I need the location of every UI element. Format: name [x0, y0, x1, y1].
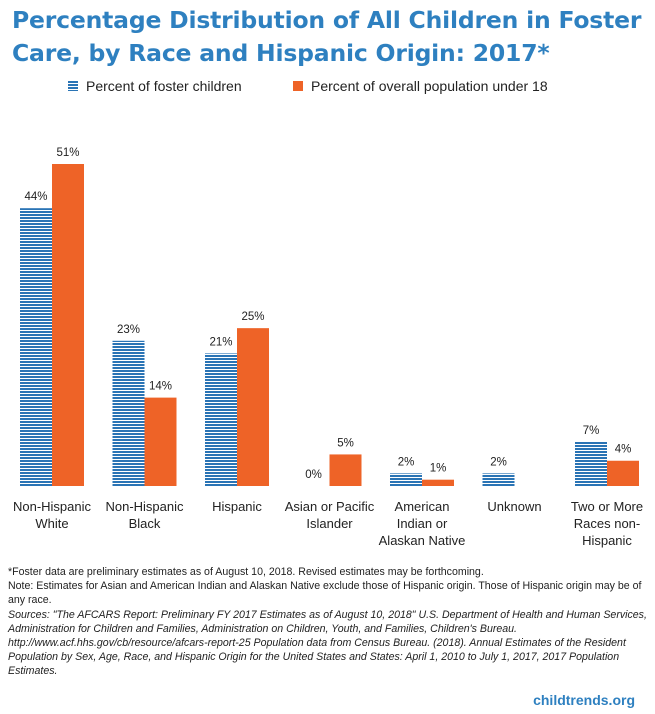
bar-population-1	[144, 397, 177, 486]
category-label-line: Islander	[306, 516, 353, 531]
legend-item-foster: Percent of foster children	[68, 78, 242, 94]
legend-swatch-foster	[68, 81, 78, 91]
category-label-line: Indian or	[396, 516, 448, 531]
category-label-line: Non-Hispanic	[105, 499, 184, 514]
bar-population-2	[237, 328, 269, 486]
footnote-note: Note: Estimates for Asian and American I…	[8, 580, 642, 606]
category-label-line: Unknown	[487, 499, 542, 514]
data-label-population-1: 14%	[149, 381, 172, 393]
data-label-population-6: 4%	[615, 444, 632, 456]
bar-population-4	[422, 479, 454, 486]
category-label-line: American	[394, 499, 450, 514]
category-label-line: Asian or Pacific	[284, 499, 375, 514]
bar-population-6	[607, 460, 639, 486]
bar-foster-0	[20, 208, 52, 486]
data-label-foster-1: 23%	[117, 324, 140, 336]
footnote-sources: Sources: "The AFCARS Report: Preliminary…	[8, 609, 647, 677]
bar-foster-2	[205, 353, 237, 486]
data-label-population-3: 5%	[337, 437, 354, 449]
data-label-population-0: 51%	[56, 147, 79, 159]
bar-foster-5	[482, 473, 515, 486]
category-label-0: Non-Hispanic White	[0, 498, 107, 532]
category-label-5: Unknown	[460, 498, 570, 515]
data-label-foster-3: 0%	[305, 469, 322, 481]
category-label-line: Two or More	[570, 499, 644, 514]
category-label-3: Asian or Pacific Islander	[275, 498, 385, 532]
category-label-1: Non-Hispanic Black	[90, 498, 200, 532]
legend-label-foster: Percent of foster children	[86, 78, 242, 94]
bars-group: 44% 51% 23% 14% 21% 25% 0% 5% 2% 1% 2% 7% 4%	[20, 147, 639, 486]
data-label-foster-6: 7%	[583, 425, 600, 437]
category-label-line: Non-Hispanic	[12, 499, 92, 514]
legend-item-population: Percent of overall population under 18	[293, 78, 548, 94]
legend-label-population: Percent of overall population under 18	[311, 78, 548, 94]
bar-foster-4	[390, 473, 422, 486]
data-label-foster-2: 21%	[209, 336, 232, 348]
bar-foster-6	[575, 441, 607, 486]
data-label-foster-5: 2%	[490, 456, 507, 468]
data-label-population-4: 1%	[430, 463, 447, 475]
category-label-2: Hispanic	[182, 498, 292, 515]
bar-foster-1	[112, 340, 145, 486]
category-label-line: Races non-	[573, 516, 641, 531]
category-label-line: Black	[128, 516, 161, 531]
brand-link[interactable]: childtrends.org	[533, 692, 635, 708]
footnotes: *Foster data are preliminary estimates a…	[8, 565, 653, 678]
bar-population-0	[52, 164, 84, 486]
legend-swatch-population	[293, 81, 303, 91]
chart-title: Percentage Distribution of All Children …	[12, 6, 642, 67]
data-label-population-2: 25%	[241, 311, 264, 323]
data-label-foster-0: 44%	[24, 191, 47, 203]
data-label-foster-4: 2%	[398, 456, 415, 468]
category-label-line: Hispanic	[582, 533, 632, 548]
legend: Percent of foster children Percent of ov…	[0, 78, 655, 98]
category-label-6: Two or More Races non- Hispanic	[552, 498, 655, 549]
bar-population-3	[329, 454, 362, 486]
bar-chart: 44% 51% 23% 14% 21% 25% 0% 5% 2% 1% 2% 7% 4%	[20, 147, 639, 486]
category-label-line: White	[35, 516, 69, 531]
category-label-line: Alaskan Native	[378, 533, 466, 548]
category-label-line: Hispanic	[212, 499, 262, 514]
category-label-4: American Indian or Alaskan Native	[367, 498, 477, 549]
footnote-preliminary: *Foster data are preliminary estimates a…	[8, 566, 484, 578]
